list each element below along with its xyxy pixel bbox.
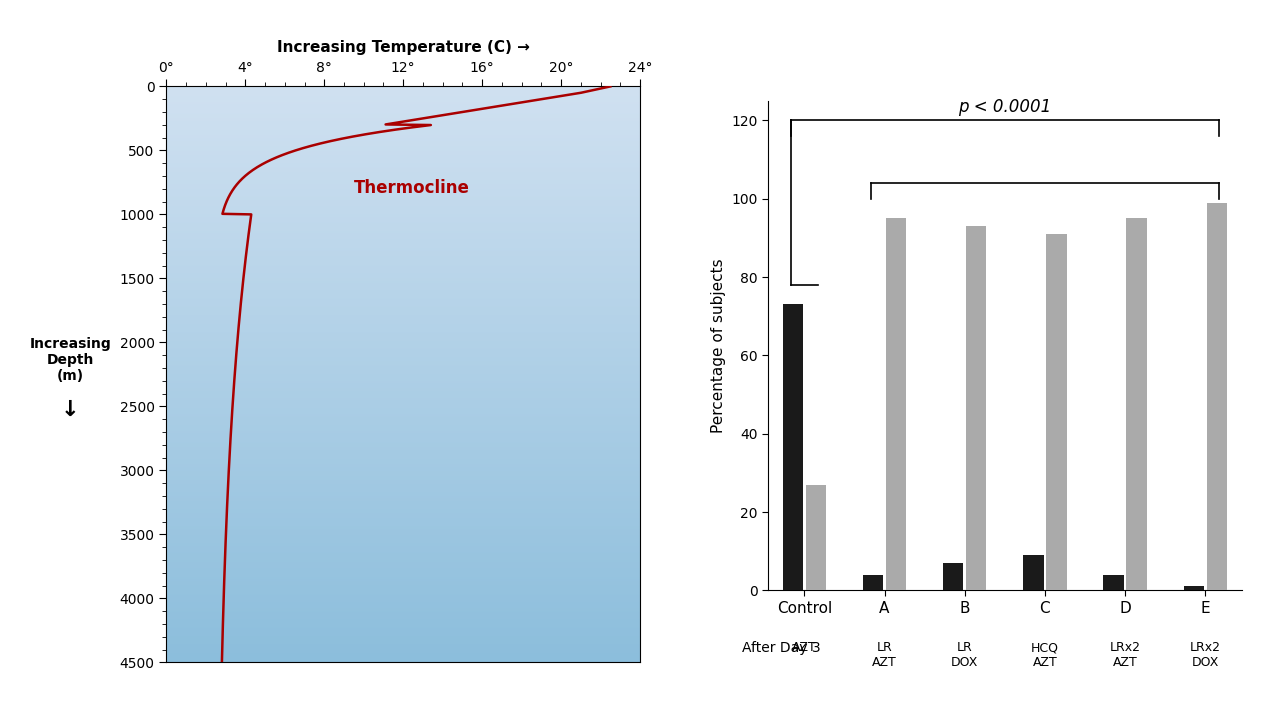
Bar bbox=[966, 226, 987, 590]
Bar bbox=[943, 563, 964, 590]
Text: HCQ
AZT: HCQ AZT bbox=[1030, 642, 1059, 670]
Bar bbox=[863, 575, 883, 590]
Text: Increasing
Depth
(m): Increasing Depth (m) bbox=[29, 337, 111, 383]
Text: LR
DOX: LR DOX bbox=[951, 642, 978, 670]
Text: LRx2
DOX: LRx2 DOX bbox=[1189, 642, 1221, 670]
Bar bbox=[886, 218, 906, 590]
Text: LRx2
AZT: LRx2 AZT bbox=[1110, 642, 1140, 670]
Text: LR
AZT: LR AZT bbox=[872, 642, 897, 670]
Bar bbox=[1207, 202, 1228, 590]
Text: After Day 3: After Day 3 bbox=[742, 641, 820, 655]
Text: p < 0.0001: p < 0.0001 bbox=[959, 99, 1051, 117]
Bar bbox=[1103, 575, 1124, 590]
Text: AZT: AZT bbox=[792, 642, 817, 654]
X-axis label: Increasing Temperature (C) →: Increasing Temperature (C) → bbox=[276, 40, 530, 55]
Text: Thermocline: Thermocline bbox=[353, 179, 470, 197]
Bar bbox=[1184, 587, 1204, 590]
Bar bbox=[805, 485, 826, 590]
Y-axis label: Percentage of subjects: Percentage of subjects bbox=[710, 258, 726, 433]
Bar bbox=[1023, 555, 1043, 590]
Text: ↓: ↓ bbox=[61, 400, 79, 420]
Bar bbox=[1046, 234, 1066, 590]
Bar bbox=[782, 305, 803, 590]
Bar bbox=[1126, 218, 1147, 590]
